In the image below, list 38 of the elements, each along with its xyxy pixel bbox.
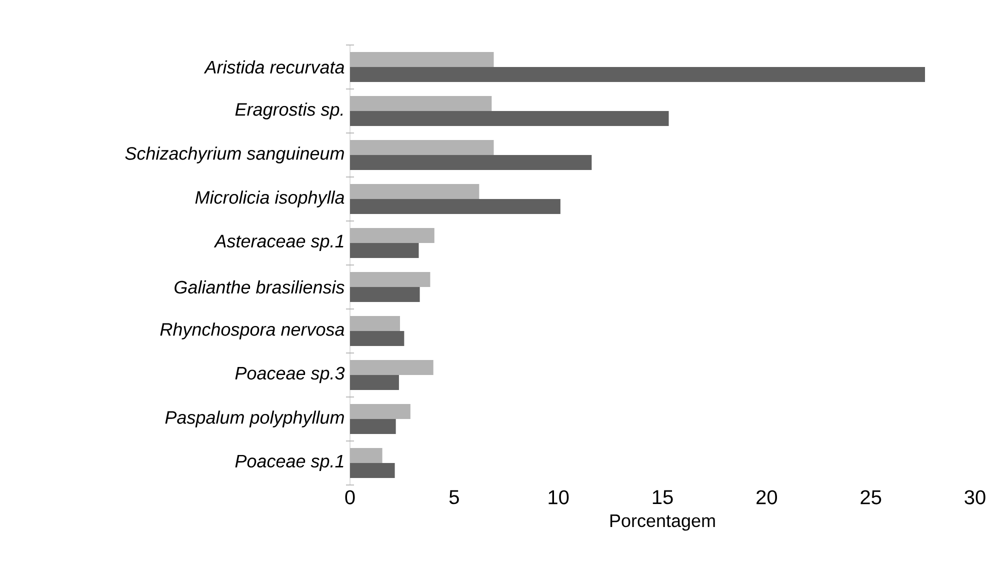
y-tick-label: Aristida recurvata [204, 60, 344, 74]
y-tick-label: Asteraceae sp.1 [214, 234, 344, 252]
y-tick-label: Paspalum polyphyllum [165, 410, 344, 428]
y-tick-label: Microlicia isophylla [195, 190, 344, 208]
bar [350, 316, 400, 332]
bar [350, 52, 494, 67]
y-tick-label: Rhynchospora nervosa [160, 322, 344, 340]
bar [350, 419, 396, 434]
bar [350, 184, 480, 200]
bar [350, 199, 560, 214]
y-tick-label: Schizachyrium sanguineum [125, 146, 344, 164]
x-tick-label: 0 [345, 490, 355, 504]
bar [350, 331, 404, 346]
bar [350, 375, 399, 390]
bar [350, 360, 434, 376]
bar [350, 404, 410, 420]
bar [350, 228, 434, 244]
bar [350, 287, 420, 302]
y-tick-label: Poaceae sp.1 [235, 454, 344, 472]
x-tick-label: 25 [860, 490, 882, 504]
x-tick-label: 5 [449, 490, 459, 504]
x-axis-title: Porcentagem [610, 514, 715, 531]
x-tick-label: 30 [964, 490, 986, 504]
y-tick-label: Galianthe brasiliensis [174, 280, 344, 294]
bar [350, 67, 926, 82]
bar [350, 448, 382, 464]
bar [350, 96, 492, 111]
x-tick-label: 15 [652, 490, 673, 504]
bar [350, 140, 494, 156]
bar [350, 155, 592, 170]
bar [350, 243, 419, 258]
x-tick-label: 20 [756, 490, 778, 504]
bar [350, 272, 430, 288]
x-tick-label: 10 [548, 490, 569, 504]
y-tick-label: Eragrostis sp. [235, 102, 343, 120]
bar [350, 111, 669, 126]
y-tick-label: Poaceae sp.3 [235, 366, 345, 384]
bar [350, 463, 395, 478]
